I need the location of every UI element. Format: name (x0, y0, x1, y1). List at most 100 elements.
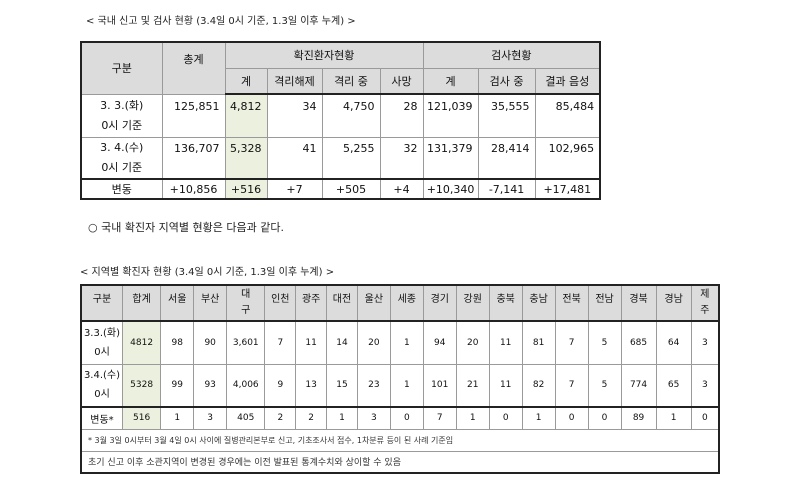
cell: 3 (356, 406, 391, 430)
table-row: 3.3.(화) 0시 4812 98 90 3,601 7 11 14 20 1 … (80, 320, 720, 365)
row-label: 3. 3.(화) 0시 기준 (80, 93, 163, 138)
table1-caption: < 국내 신고 및 검사 현황 (3.4일 0시 기준, 1.3일 이후 누계)… (86, 16, 356, 27)
region-header: 부산 (193, 284, 228, 322)
cell: 89 (620, 406, 657, 430)
cell: 28 (379, 93, 424, 138)
cell: 131,379 (422, 136, 479, 180)
cell: +7 (266, 178, 323, 200)
header-gubun: 구분 (80, 41, 163, 95)
cell: 774 (620, 363, 657, 408)
sub-header: 격리해제 (266, 67, 323, 95)
cell: 35,555 (477, 93, 536, 138)
cell: 1 (655, 406, 692, 430)
cell: 5328 (121, 363, 162, 408)
cell: 81 (521, 320, 556, 365)
cell: 34 (266, 93, 323, 138)
cell: 3,601 (226, 320, 266, 365)
cell: 136,707 (161, 136, 226, 180)
cell: 685 (620, 320, 657, 365)
cell: 21 (455, 363, 490, 408)
cell: 98 (160, 320, 195, 365)
cell: 20 (356, 320, 391, 365)
cell: 11 (295, 320, 328, 365)
cell: 7 (554, 363, 589, 408)
cell: 101 (422, 363, 457, 408)
cell: 121,039 (422, 93, 479, 138)
cell: +516 (224, 178, 268, 200)
row-label: 3.4.(수) 0시 (80, 363, 123, 408)
cell: 23 (356, 363, 391, 408)
cell: 4812 (121, 320, 162, 365)
footnote: * 3월 3일 0시부터 3월 4일 0시 사이에 질병관리본부로 신고, 기초… (80, 428, 720, 452)
cell: 9 (264, 363, 297, 408)
cell: 85,484 (534, 93, 601, 138)
cell: 0 (690, 406, 720, 430)
region-header: 광주 (295, 284, 328, 322)
region-header: 전남 (587, 284, 622, 322)
footnote: 초기 신고 이후 소관지역이 변경된 경우에는 이전 발표된 통계수치와 상이할… (80, 450, 720, 474)
sub-header: 계 (224, 67, 268, 95)
cell: 94 (422, 320, 457, 365)
region-header: 세종 (389, 284, 424, 322)
cell: 2 (264, 406, 297, 430)
region-header: 전북 (554, 284, 589, 322)
cell: -7,141 (477, 178, 536, 200)
row-label: 변동 (80, 178, 163, 200)
cell: 7 (264, 320, 297, 365)
cell: 11 (488, 320, 523, 365)
cell: 7 (422, 406, 457, 430)
header-gubun: 구분 (80, 284, 123, 322)
cell: 0 (554, 406, 589, 430)
cell: 516 (121, 406, 162, 430)
cell: 4,006 (226, 363, 266, 408)
region-header: 경기 (422, 284, 457, 322)
change-row: 변동* 516 1 3 405 2 2 1 3 0 7 1 0 1 0 0 89… (80, 406, 720, 430)
region-header: 충남 (521, 284, 556, 322)
region-header: 충북 (488, 284, 523, 322)
row-label: 3. 4.(수) 0시 기준 (80, 136, 163, 180)
cell: +10,340 (422, 178, 479, 200)
cell: 4,812 (224, 93, 268, 138)
cell: 3 (690, 363, 720, 408)
cell: 5,255 (321, 136, 381, 180)
cell: 90 (193, 320, 228, 365)
cell: 65 (655, 363, 692, 408)
cell: 3 (690, 320, 720, 365)
header-testing: 검사현황 (422, 41, 601, 69)
sub-header: 검사 중 (477, 67, 536, 95)
cell: 28,414 (477, 136, 536, 180)
cell: 11 (488, 363, 523, 408)
cell: 5 (587, 363, 622, 408)
cell: 93 (193, 363, 228, 408)
cell: 1 (521, 406, 556, 430)
region-header: 강원 (455, 284, 490, 322)
sub-header: 사망 (379, 67, 424, 95)
header-total: 합계 (121, 284, 162, 322)
cell: 99 (160, 363, 195, 408)
cell: 7 (554, 320, 589, 365)
cell: 1 (389, 363, 424, 408)
table2-caption: < 지역별 확진자 현황 (3.4일 0시 기준, 1.3일 이후 누계) > (80, 267, 335, 278)
region-header: 경북 (620, 284, 657, 322)
domestic-testing-table: 구분 총계 확진환자현황 검사현황 계 격리해제 격리 중 사망 계 검사 중 … (80, 41, 602, 200)
table-row: 3.4.(수) 0시 5328 99 93 4,006 9 13 15 23 1 … (80, 363, 720, 408)
cell: 5 (587, 320, 622, 365)
cell: 20 (455, 320, 490, 365)
cell: +10,856 (161, 178, 226, 200)
sub-header: 결과 음성 (534, 67, 601, 95)
region-header: 대전 (326, 284, 358, 322)
header-confirmed: 확진환자현황 (224, 41, 424, 69)
regional-intro-text: ○ 국내 확진자 지역별 현황은 다음과 같다. (88, 221, 284, 234)
cell: 405 (226, 406, 266, 430)
cell: 102,965 (534, 136, 601, 180)
cell: 0 (488, 406, 523, 430)
cell: 32 (379, 136, 424, 180)
header-total: 총계 (161, 41, 226, 95)
cell: 64 (655, 320, 692, 365)
cell: 1 (326, 406, 358, 430)
cell: 14 (326, 320, 358, 365)
cell: 125,851 (161, 93, 226, 138)
